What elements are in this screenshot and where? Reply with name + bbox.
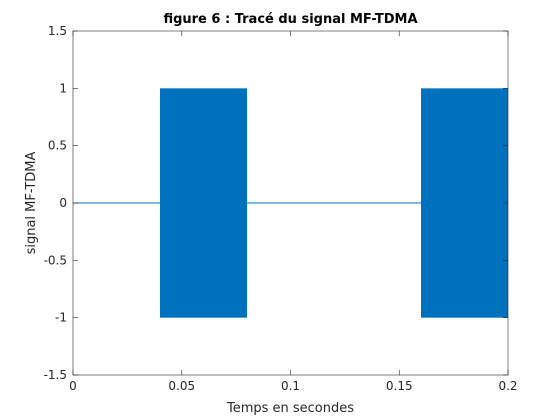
y-tick-label: 1 [59,81,67,95]
y-tick-label: 1.5 [48,24,67,38]
y-tick-label: 0.5 [48,139,67,153]
y-tick-label: -1 [55,311,67,325]
x-tick-label: 0.2 [498,379,517,393]
chart-title: figure 6 : Tracé du signal MF-TDMA [163,12,417,27]
series-layer [73,88,508,318]
x-tick-label: 0.1 [281,379,300,393]
x-tick-label: 0.15 [386,379,413,393]
x-tick-label: 0 [69,379,77,393]
series-oscillation-burst [421,88,508,318]
x-axis-label: Temps en secondes [226,401,354,416]
series-oscillation-burst [160,88,247,318]
x-tick-label: 0.05 [168,379,195,393]
ticks-layer: 0 0.05 0.1 0.15 0.2 -1.5 -1 -0.5 0 0.5 1 1.5 [44,24,518,393]
y-tick-label: -0.5 [44,253,67,267]
y-tick-label: -1.5 [44,368,67,382]
y-axis-label: signal MF-TDMA [24,151,39,254]
y-tick-label: 0 [59,196,67,210]
